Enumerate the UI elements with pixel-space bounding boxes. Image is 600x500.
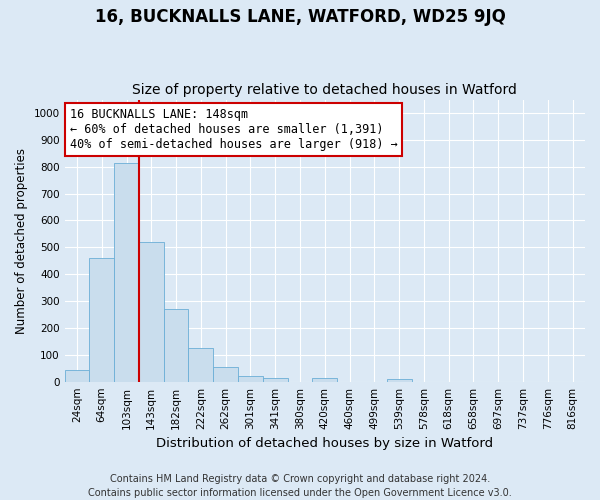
X-axis label: Distribution of detached houses by size in Watford: Distribution of detached houses by size … [156,437,493,450]
Text: Contains HM Land Registry data © Crown copyright and database right 2024.
Contai: Contains HM Land Registry data © Crown c… [88,474,512,498]
Bar [263,378,287,382]
Bar [213,367,238,382]
Bar [238,376,263,382]
Title: Size of property relative to detached houses in Watford: Size of property relative to detached ho… [133,83,517,97]
Bar [188,348,213,382]
Bar [114,162,139,382]
Bar [65,370,89,382]
Bar [89,258,114,382]
Text: 16 BUCKNALLS LANE: 148sqm
← 60% of detached houses are smaller (1,391)
40% of se: 16 BUCKNALLS LANE: 148sqm ← 60% of detac… [70,108,397,151]
Bar [139,242,164,382]
Y-axis label: Number of detached properties: Number of detached properties [15,148,28,334]
Bar [164,309,188,382]
Text: 16, BUCKNALLS LANE, WATFORD, WD25 9JQ: 16, BUCKNALLS LANE, WATFORD, WD25 9JQ [95,8,505,26]
Bar [313,378,337,382]
Bar [387,379,412,382]
